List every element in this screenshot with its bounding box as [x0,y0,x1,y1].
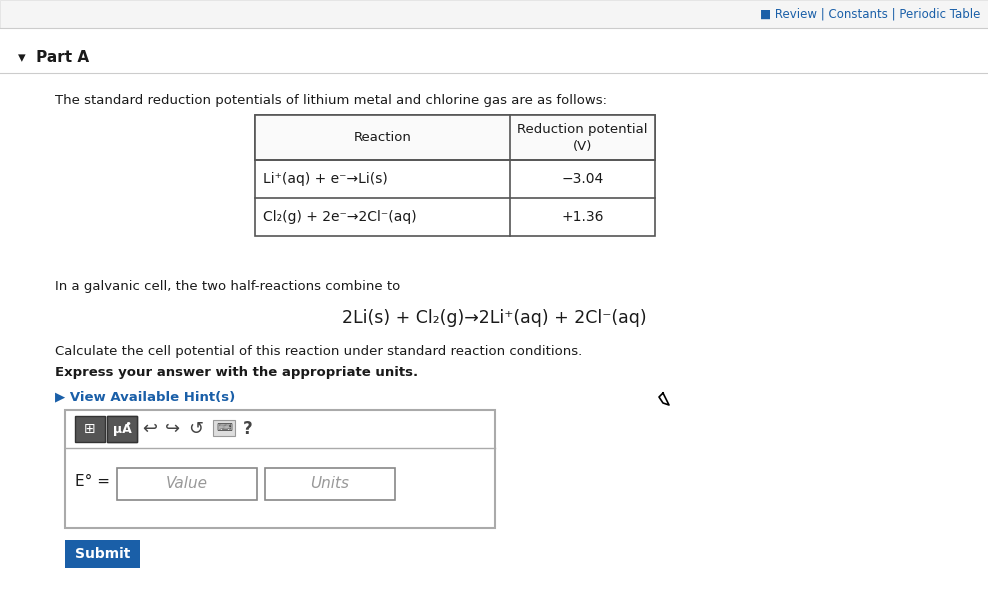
FancyBboxPatch shape [255,115,655,160]
Text: Submit: Submit [75,547,130,561]
FancyBboxPatch shape [255,115,655,236]
FancyBboxPatch shape [213,420,235,436]
Text: ▶ View Available Hint(s): ▶ View Available Hint(s) [55,391,235,403]
Text: Cl₂(g) + 2e⁻→2Cl⁻(aq): Cl₂(g) + 2e⁻→2Cl⁻(aq) [263,210,417,224]
Text: ■ Review | Constants | Periodic Table: ■ Review | Constants | Periodic Table [760,8,980,21]
FancyBboxPatch shape [107,416,137,442]
Text: Li⁺(aq) + e⁻→Li(s): Li⁺(aq) + e⁻→Li(s) [263,172,387,186]
Text: Calculate the cell potential of this reaction under standard reaction conditions: Calculate the cell potential of this rea… [55,345,582,358]
Text: +1.36: +1.36 [561,210,604,224]
Text: The standard reduction potentials of lithium metal and chlorine gas are as follo: The standard reduction potentials of lit… [55,94,607,107]
FancyBboxPatch shape [75,416,105,442]
Text: Express your answer with the appropriate units.: Express your answer with the appropriate… [55,366,418,379]
Text: μÅ: μÅ [113,422,131,436]
Text: −3.04: −3.04 [561,172,604,186]
Text: ↩: ↩ [142,420,157,438]
FancyBboxPatch shape [107,416,137,442]
Text: ▾  Part A: ▾ Part A [18,49,89,65]
Text: 2Li(s) + Cl₂(g)→2Li⁺(aq) + 2Cl⁻(aq): 2Li(s) + Cl₂(g)→2Li⁺(aq) + 2Cl⁻(aq) [342,309,646,327]
FancyBboxPatch shape [65,540,140,568]
Text: ↪: ↪ [165,420,181,438]
Text: In a galvanic cell, the two half-reactions combine to: In a galvanic cell, the two half-reactio… [55,280,400,293]
Text: ⌨: ⌨ [216,423,232,433]
Text: ?: ? [243,420,253,438]
FancyBboxPatch shape [265,468,395,500]
Text: Value: Value [166,477,208,491]
Text: Reduction potential
(V): Reduction potential (V) [518,123,648,153]
Text: E° =: E° = [75,474,110,488]
FancyBboxPatch shape [117,468,257,500]
Text: Units: Units [310,477,350,491]
FancyBboxPatch shape [0,0,988,28]
Text: ⊞: ⊞ [84,422,96,436]
FancyBboxPatch shape [65,410,495,528]
Text: ↺: ↺ [189,420,204,438]
Text: Reaction: Reaction [354,131,411,144]
